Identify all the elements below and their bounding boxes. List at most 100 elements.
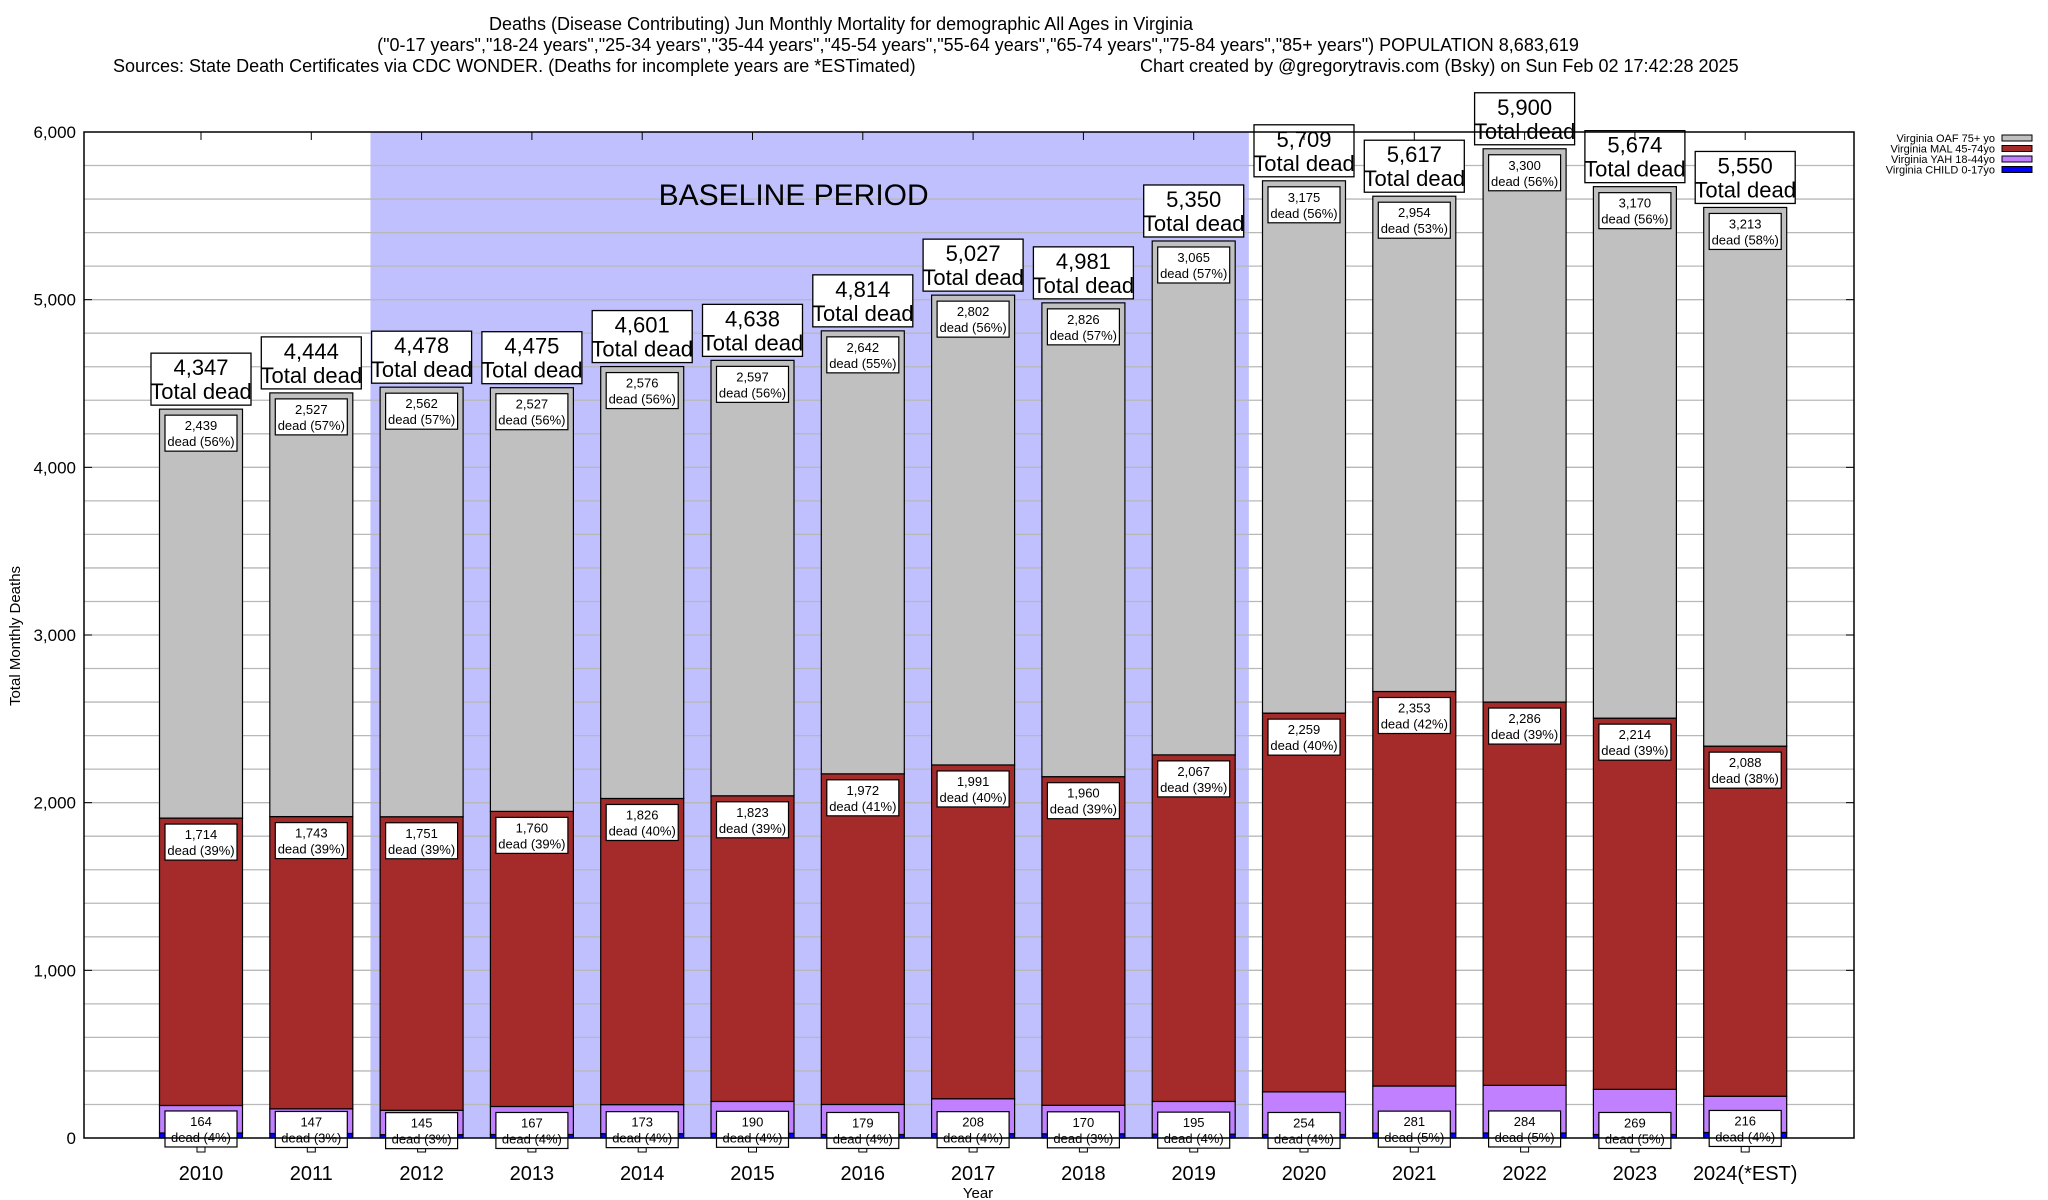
segment-value-label: 1,823 xyxy=(736,805,769,820)
total-value-label: 5,900 xyxy=(1497,95,1552,120)
y-tick-label: 4,000 xyxy=(33,458,76,477)
plot-area: BASELINE PERIOD 0 1,000 2,000 3,000 4,000 5,00… xyxy=(33,92,1855,1185)
total-label-box xyxy=(370,330,473,384)
total-suffix-label: Total dead xyxy=(481,358,583,383)
segment-label-box xyxy=(385,822,459,860)
segment-value-label: 2,642 xyxy=(847,340,880,355)
bar-segment-mal xyxy=(1592,717,1678,1090)
bar-segment-oaf xyxy=(820,330,905,775)
total-value-label: 5,550 xyxy=(1718,153,1773,178)
segment-value-label: 1,960 xyxy=(1067,786,1100,801)
segment-value-label: 208 xyxy=(962,1115,984,1130)
x-tick-label: 2022 xyxy=(1502,1163,1547,1185)
segment-value-label: 3,170 xyxy=(1619,196,1652,211)
segment-label-box xyxy=(1046,1111,1121,1149)
bar-segment-mal xyxy=(820,773,905,1106)
legend-swatch xyxy=(2001,145,2033,152)
segment-label-box xyxy=(1708,212,1782,251)
segment-label-box xyxy=(1598,723,1672,761)
chart-credit: Chart created by @gregorytravis.com (Bsk… xyxy=(1140,56,1739,76)
bar-segment-oaf xyxy=(1592,186,1678,719)
segment-value-label: 281 xyxy=(1403,1114,1425,1129)
total-suffix-label: Total dead xyxy=(702,330,804,355)
segment-value-label: 2,214 xyxy=(1619,727,1652,742)
bar-segment-mal xyxy=(1041,776,1126,1106)
segment-pct-label: dead (39%) xyxy=(278,842,345,857)
x-tick-label: 2017 xyxy=(951,1163,996,1185)
segment-label-box xyxy=(385,392,459,430)
segment-value-label: 2,527 xyxy=(516,397,549,412)
segment-pct-label: dead (57%) xyxy=(1160,266,1227,281)
chart-sources: Sources: State Death Certificates via CD… xyxy=(113,56,916,76)
bar-segment-oaf xyxy=(489,387,574,812)
segment-label-box xyxy=(605,803,679,842)
total-label-box xyxy=(1694,150,1796,205)
bar-segment-oaf xyxy=(930,294,1016,766)
bar-segment-oaf xyxy=(1151,240,1236,756)
bar-segment-mal xyxy=(379,816,464,1111)
total-suffix-label: Total dead xyxy=(591,337,693,362)
segment-label-box xyxy=(1046,782,1121,820)
segment-value-label: 216 xyxy=(1734,1113,1756,1128)
segment-label-box xyxy=(715,801,790,839)
segment-value-label: 2,353 xyxy=(1398,701,1431,716)
legend-swatch xyxy=(2001,134,2033,142)
segment-value-label: 2,439 xyxy=(185,418,218,433)
bar-segment-mal xyxy=(269,815,354,1110)
bar-segment-oaf xyxy=(1041,302,1126,778)
total-suffix-label: Total dead xyxy=(261,363,363,388)
total-value-label: 5,027 xyxy=(946,241,1001,266)
total-suffix-label: Total dead xyxy=(1033,273,1135,298)
segment-value-label: 2,259 xyxy=(1288,722,1321,737)
total-value-label: 5,350 xyxy=(1166,187,1221,212)
bar-segment-oaf xyxy=(379,386,464,818)
segment-label-box xyxy=(1267,186,1341,224)
segment-label-box xyxy=(274,1110,348,1149)
segment-label-box xyxy=(826,779,900,817)
total-value-label: 5,617 xyxy=(1387,142,1442,167)
x-tick-label: 2018 xyxy=(1061,1163,1106,1185)
total-label-box xyxy=(150,352,252,406)
segment-label-box xyxy=(826,336,900,374)
y-tick-label: 1,000 xyxy=(33,961,76,980)
segment-label-box xyxy=(1377,1110,1451,1148)
total-value-label: 4,444 xyxy=(284,339,339,364)
segment-label-box xyxy=(1377,201,1451,239)
segment-label-box xyxy=(715,1110,790,1148)
segment-label-box xyxy=(274,821,348,860)
total-label-box xyxy=(701,303,804,358)
total-value-label: 4,981 xyxy=(1056,249,1111,274)
segment-value-label: 179 xyxy=(852,1115,874,1130)
bar-segment-mal xyxy=(1482,701,1567,1086)
y-tick-label: 2,000 xyxy=(33,794,76,813)
bar-segment-mal xyxy=(489,810,574,1108)
segment-value-label: 2,576 xyxy=(626,376,659,391)
segment-value-label: 173 xyxy=(631,1115,653,1130)
segment-pct-label: dead (56%) xyxy=(1491,174,1558,189)
x-tick-label: 2023 xyxy=(1613,1163,1658,1185)
segment-pct-label: dead (40%) xyxy=(939,790,1006,805)
segment-label-box xyxy=(1708,751,1782,789)
segment-pct-label: dead (4%) xyxy=(1274,1131,1334,1146)
segment-label-box xyxy=(1267,1111,1341,1150)
y-tick-label: 6,000 xyxy=(33,123,76,142)
segment-pct-label: dead (57%) xyxy=(1050,328,1117,343)
total-value-label: 4,814 xyxy=(835,277,890,302)
segment-value-label: 2,597 xyxy=(736,369,769,384)
segment-label-box xyxy=(1487,1110,1562,1148)
x-tick-label: 2020 xyxy=(1282,1163,1327,1185)
segment-label-box xyxy=(274,398,348,436)
y-axis-label: Total Monthly Deaths xyxy=(7,566,24,706)
segment-value-label: 1,714 xyxy=(185,827,218,842)
segment-pct-label: dead (57%) xyxy=(388,412,455,427)
segment-value-label: 2,286 xyxy=(1508,711,1541,726)
segment-value-label: 167 xyxy=(521,1115,543,1130)
bar-segment-mal xyxy=(1372,690,1457,1087)
segment-label-box xyxy=(1598,192,1672,230)
segment-pct-label: dead (4%) xyxy=(1715,1129,1775,1144)
plot-border xyxy=(83,131,1855,1139)
chart-title: Deaths (Disease Contributing) Jun Monthl… xyxy=(489,14,1194,34)
segment-value-label: 190 xyxy=(742,1114,764,1129)
total-suffix-label: Total dead xyxy=(1364,166,1466,191)
